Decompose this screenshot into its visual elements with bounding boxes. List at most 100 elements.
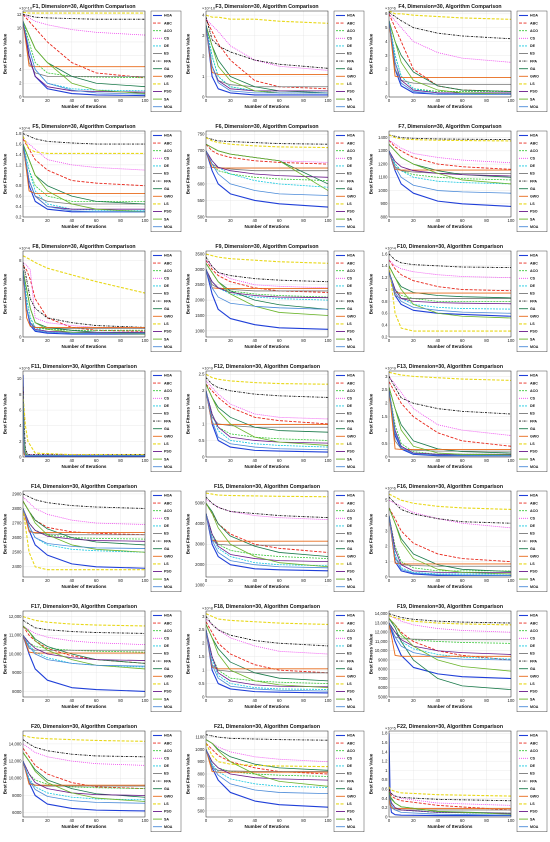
legend-label: SA [530, 817, 535, 821]
x-tick-label: 0 [205, 458, 208, 463]
legend: HOA ABC ACO CS DE ES FPA GA GWO LS PSO SA MOA [150, 490, 182, 593]
series-line-ls [389, 786, 511, 797]
series-line-sa [206, 263, 328, 316]
series-line-pso [23, 760, 145, 796]
legend-label: FPA [164, 299, 171, 303]
series-line-ls [23, 734, 145, 742]
legend-label: LS [164, 442, 169, 446]
legend-label: CS [530, 517, 536, 521]
legend-label: MOA [347, 465, 356, 469]
legend-label: GWO [347, 315, 356, 319]
series-line-moa [23, 760, 145, 804]
x-tick-label: 60 [94, 698, 99, 703]
y-tick-label: 4 [202, 12, 205, 17]
x-tick-label: 60 [460, 338, 465, 343]
legend-label: ES [347, 412, 352, 416]
legend-label: PSO [164, 450, 172, 454]
series-line-hoa [23, 21, 145, 97]
x-tick-label: 0 [388, 578, 391, 583]
x-tick-label: 20 [228, 698, 233, 703]
legend-label: ES [164, 52, 169, 56]
legend-label: ACO [530, 509, 538, 513]
legend-label: PSO [530, 690, 538, 694]
y-tick-label: 1000 [378, 188, 388, 193]
chart-title: F9, Dimension=30, Algorithm Comparison [215, 244, 318, 250]
chart-svg: F8, Dimension=30, Algorithm Comparison 0 2… [3, 244, 182, 353]
y-tick-label: 1 [385, 559, 388, 564]
series-line-sa [389, 20, 511, 95]
legend-label: ES [164, 172, 169, 176]
legend-label: GA [530, 67, 536, 71]
series-line-cs [389, 376, 511, 436]
series-line-gwo [23, 21, 145, 68]
series-line-sa [23, 143, 145, 213]
series-group [23, 11, 145, 97]
legend-label: MOA [347, 825, 356, 829]
x-tick-label: 20 [228, 818, 233, 823]
legend-label: HOA [164, 734, 172, 738]
y-tick-label: 4000 [195, 521, 205, 526]
series-line-de [389, 622, 511, 660]
series-line-pso [23, 635, 145, 661]
legend-label: MOA [164, 585, 173, 589]
y-tick-label: 1.8 [382, 731, 388, 736]
series-line-ga [23, 394, 145, 456]
x-tick-label: 40 [69, 578, 74, 583]
legend-label: ES [164, 412, 169, 416]
legend-label: PSO [164, 90, 172, 94]
legend-label: CS [347, 277, 353, 281]
legend-label: GA [530, 307, 536, 311]
series-line-moa [389, 150, 511, 194]
x-tick-label: 0 [388, 218, 391, 223]
x-tick-label: 0 [205, 338, 208, 343]
legend-label: ES [347, 652, 352, 656]
legend-label: GWO [347, 75, 356, 79]
legend-label: ACO [164, 749, 172, 753]
legend-label: LS [164, 82, 169, 86]
legend-label: CS [164, 637, 170, 641]
legend-label: ABC [347, 501, 355, 505]
y-tick-label: 9000 [378, 657, 388, 662]
chart-panel: F11, Dimension=30, Algorithm Comparison 0… [1, 362, 184, 482]
legend-label: GA [164, 307, 170, 311]
legend: HOA ABC ACO CS DE ES FPA GA GWO LS PSO SA MOA [333, 130, 365, 233]
plot-frame [22, 10, 146, 98]
legend-label: LS [530, 682, 535, 686]
legend-label: FPA [164, 59, 171, 63]
legend-label: ACO [164, 389, 172, 393]
series-line-pso [206, 150, 328, 178]
x-tick-label: 60 [460, 98, 465, 103]
series-line-sa [206, 739, 328, 787]
legend-label: PSO [530, 210, 538, 214]
chart-panel: F19, Dimension=30, Algorithm Comparison 5… [367, 602, 550, 722]
x-tick-label: 80 [301, 218, 306, 223]
y-tick-label: 2800 [12, 506, 22, 511]
y-tick-label: 1.6 [382, 740, 388, 745]
chart-panel: F6, Dimension=30, Algorithm Comparison 50… [184, 122, 367, 242]
x-tick-label: 20 [228, 578, 233, 583]
series-line-fpa [389, 788, 511, 802]
legend: HOA ABC ACO CS DE ES FPA GA GWO LS PSO SA MOA [150, 730, 182, 833]
plot-frame [22, 370, 146, 458]
y-axis-label: Best Fitness Value [369, 633, 374, 674]
legend-label: CS [164, 517, 170, 521]
x-tick-label: 80 [301, 98, 306, 103]
x-tick-label: 40 [69, 218, 74, 223]
legend-label: HOA [347, 734, 355, 738]
series-line-ls [389, 134, 511, 142]
chart-panel: F3, Dimension=30, Algorithm Comparison 0 1… [184, 2, 367, 122]
y-axis-label: Best Fitness Value [3, 513, 8, 554]
legend-label: HOA [164, 14, 172, 18]
series-line-ga [206, 263, 328, 310]
y-tick-label: 1.4 [382, 263, 388, 268]
y-axis-label: Best Fitness Value [3, 33, 8, 74]
legend-label: FPA [347, 659, 354, 663]
x-tick-label: 100 [142, 818, 150, 823]
x-tick-label: 60 [277, 458, 282, 463]
legend-label: LS [164, 682, 169, 686]
x-tick-label: 100 [508, 458, 516, 463]
legend-label: LS [347, 802, 352, 806]
y-tick-label: 0 [19, 94, 22, 99]
x-tick-label: 60 [460, 218, 465, 223]
legend-label: LS [164, 562, 169, 566]
